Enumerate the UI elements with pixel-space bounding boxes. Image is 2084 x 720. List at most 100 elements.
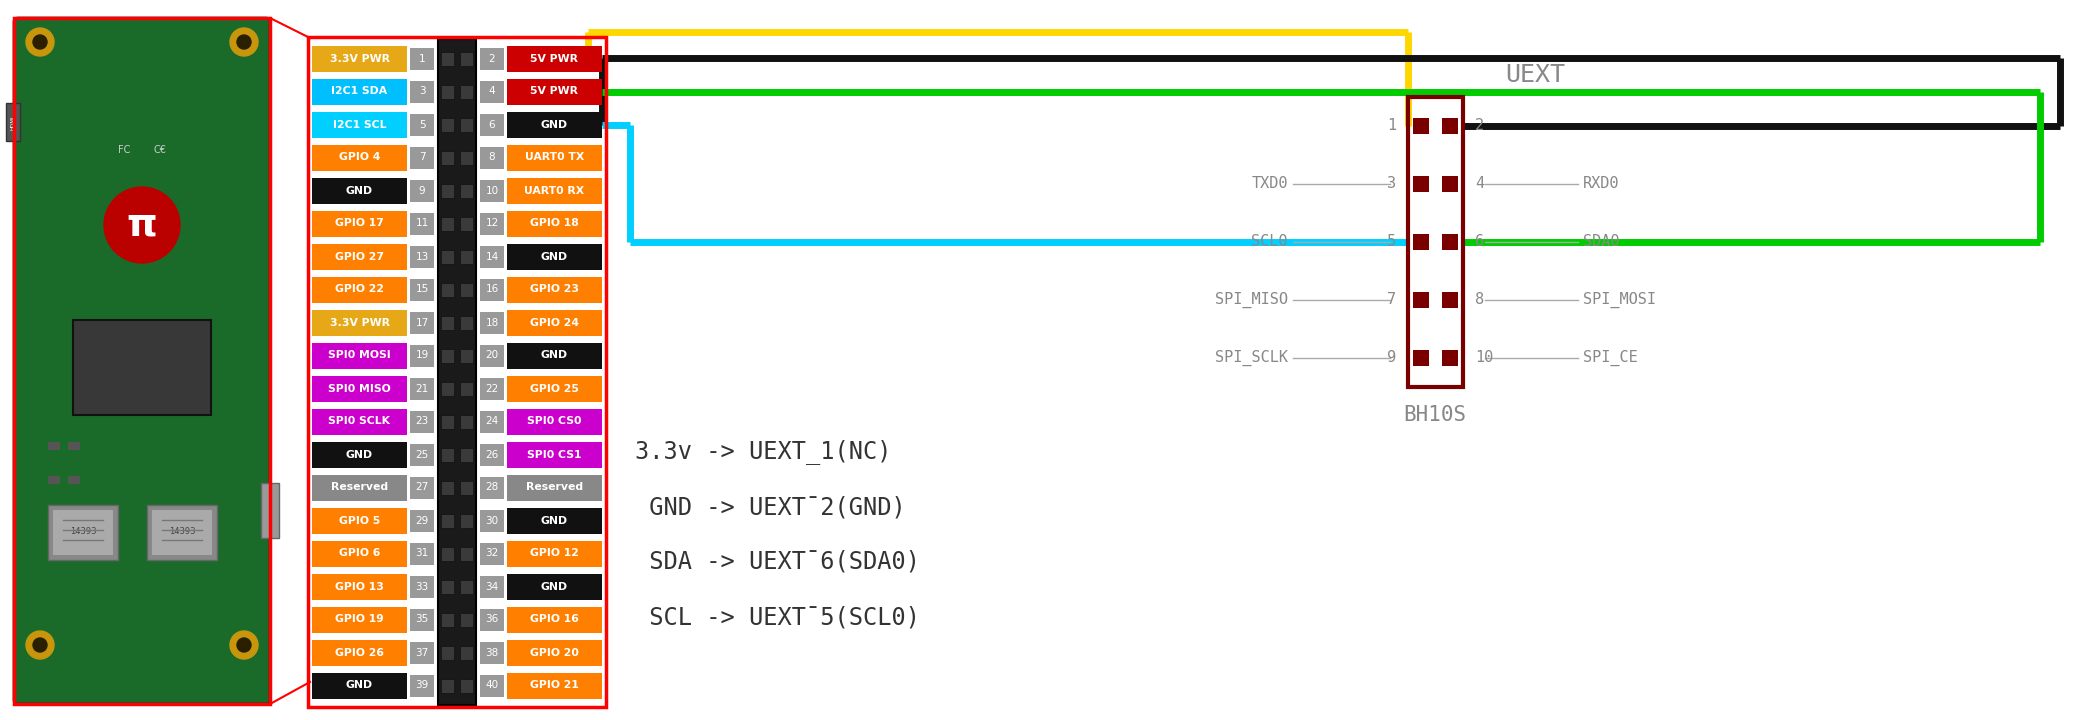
Text: 2: 2 xyxy=(1475,119,1484,133)
Bar xyxy=(479,444,504,466)
Text: 38: 38 xyxy=(486,647,498,657)
Bar xyxy=(260,483,279,538)
Bar xyxy=(313,343,406,369)
Bar xyxy=(442,84,454,99)
Bar xyxy=(313,112,406,138)
Bar xyxy=(411,444,433,466)
Bar xyxy=(506,606,602,632)
Text: GPIO 19: GPIO 19 xyxy=(336,614,383,624)
Text: 35: 35 xyxy=(415,614,429,624)
Text: TXD0: TXD0 xyxy=(1252,176,1288,192)
Bar xyxy=(479,477,504,498)
Bar xyxy=(461,150,473,164)
Bar xyxy=(506,574,602,600)
Bar xyxy=(52,510,113,555)
Bar xyxy=(411,542,433,564)
Bar xyxy=(461,646,473,660)
Text: 14: 14 xyxy=(486,251,498,261)
Text: 23: 23 xyxy=(415,416,429,426)
Bar xyxy=(479,212,504,235)
Bar xyxy=(1442,176,1459,192)
Text: C€: C€ xyxy=(154,145,167,155)
Bar xyxy=(438,39,475,705)
Text: 28: 28 xyxy=(486,482,498,492)
Text: 34: 34 xyxy=(486,582,498,592)
Text: 9: 9 xyxy=(1386,351,1396,366)
Bar xyxy=(1442,292,1459,308)
Bar xyxy=(479,344,504,366)
Text: 24: 24 xyxy=(486,416,498,426)
Text: 2: 2 xyxy=(488,53,496,63)
Bar xyxy=(411,377,433,400)
Bar xyxy=(1442,350,1459,366)
Bar xyxy=(313,639,406,665)
Text: 9: 9 xyxy=(419,186,425,196)
Bar xyxy=(479,377,504,400)
Bar xyxy=(461,448,473,462)
Bar xyxy=(308,37,606,707)
Bar xyxy=(479,279,504,300)
Bar xyxy=(442,613,454,626)
Bar xyxy=(48,505,119,560)
Text: 18: 18 xyxy=(486,318,498,328)
Bar xyxy=(442,448,454,462)
Text: 27: 27 xyxy=(415,482,429,492)
Text: UART0 TX: UART0 TX xyxy=(525,153,584,163)
Bar xyxy=(479,675,504,696)
Text: 3: 3 xyxy=(419,86,425,96)
Text: UART0 RX: UART0 RX xyxy=(525,186,586,196)
Bar xyxy=(461,415,473,428)
Bar xyxy=(442,678,454,693)
Bar xyxy=(411,608,433,631)
Bar xyxy=(442,282,454,297)
Text: 22: 22 xyxy=(486,384,498,394)
Text: I2C1 SDA: I2C1 SDA xyxy=(331,86,388,96)
Text: GND: GND xyxy=(542,582,569,592)
Text: GPIO 18: GPIO 18 xyxy=(529,218,579,228)
Text: 6: 6 xyxy=(488,120,496,130)
Circle shape xyxy=(33,638,48,652)
Bar xyxy=(411,48,433,70)
Bar xyxy=(479,542,504,564)
Bar xyxy=(48,442,60,451)
Text: SPI_CE: SPI_CE xyxy=(1584,350,1638,366)
Bar xyxy=(479,575,504,598)
Text: 7: 7 xyxy=(1386,292,1396,307)
Text: 25: 25 xyxy=(415,449,429,459)
Text: 4: 4 xyxy=(1475,176,1484,192)
Bar xyxy=(1413,234,1430,250)
Text: 19: 19 xyxy=(415,351,429,361)
Text: SPI0 CS0: SPI0 CS0 xyxy=(527,416,581,426)
Text: FC: FC xyxy=(119,145,129,155)
Text: UEXT: UEXT xyxy=(1505,63,1565,87)
Text: 31: 31 xyxy=(415,549,429,559)
Bar xyxy=(479,179,504,202)
Bar xyxy=(442,150,454,164)
Bar xyxy=(506,672,602,698)
Circle shape xyxy=(33,35,48,49)
Bar xyxy=(411,575,433,598)
Bar xyxy=(411,510,433,531)
Bar xyxy=(479,48,504,70)
Bar xyxy=(73,320,210,415)
Bar xyxy=(69,442,79,451)
Circle shape xyxy=(229,631,258,659)
Bar xyxy=(461,480,473,495)
Bar xyxy=(442,382,454,395)
Text: GPIO 4: GPIO 4 xyxy=(340,153,379,163)
Text: 10: 10 xyxy=(486,186,498,196)
Bar xyxy=(506,441,602,467)
Text: SPI0 MOSI: SPI0 MOSI xyxy=(327,351,392,361)
Bar xyxy=(442,546,454,560)
Bar xyxy=(461,348,473,362)
Text: GPIO 6: GPIO 6 xyxy=(340,549,379,559)
Text: 15: 15 xyxy=(415,284,429,294)
Circle shape xyxy=(104,187,179,263)
Text: 14393: 14393 xyxy=(169,528,196,536)
Circle shape xyxy=(229,28,258,56)
Text: GPIO 21: GPIO 21 xyxy=(529,680,579,690)
Text: 3.3V PWR: 3.3V PWR xyxy=(329,318,390,328)
Bar xyxy=(506,474,602,500)
Bar xyxy=(461,217,473,230)
Bar xyxy=(506,78,602,104)
